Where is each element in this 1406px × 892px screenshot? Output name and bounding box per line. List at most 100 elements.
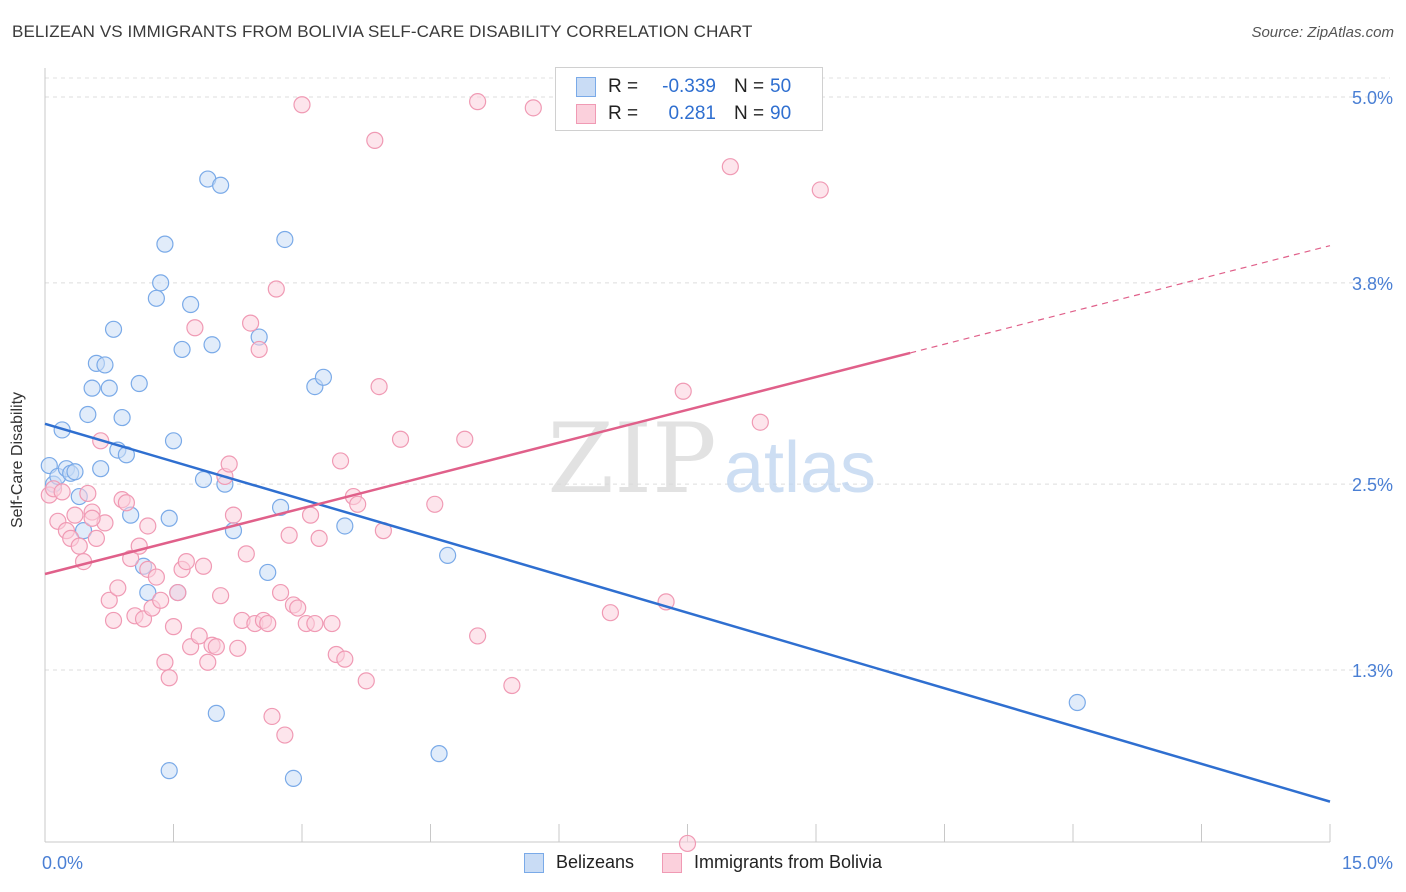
legend-swatch-belizeans (576, 77, 596, 97)
bolivia-point (293, 96, 311, 114)
belizean-point (1068, 693, 1086, 712)
belizean-point (79, 405, 97, 424)
belizean-point (439, 546, 457, 565)
belizean-point (276, 230, 294, 249)
bolivia-point (331, 452, 350, 470)
belizean-point (314, 368, 333, 386)
bolivia-point (306, 614, 324, 633)
series-swatch-bolivia (662, 852, 682, 873)
belizean-point (207, 704, 225, 722)
legend-n-label: N = (734, 76, 765, 97)
watermark-zip: ZIP (547, 403, 716, 515)
correlation-legend: R = -0.339 N = 50 R = 0.281 N = 90 (555, 67, 823, 131)
bolivia-point (104, 611, 123, 630)
y-axis-label: Self-Care Disability (9, 391, 26, 529)
bolivia-point (426, 495, 444, 513)
bolivia-point (751, 413, 769, 431)
bolivia-point (503, 676, 521, 695)
belizean-point (164, 432, 183, 450)
y-tick-label: 3.8% (1352, 274, 1393, 294)
bolivia-point (66, 506, 84, 524)
bolivia-point (336, 650, 354, 668)
bolivia-point (267, 280, 285, 298)
belizean-point (336, 517, 354, 535)
bolivia-point (186, 319, 204, 337)
legend-r-value: 0.281 (663, 103, 716, 124)
series-label-belizeans: Belizeans (555, 852, 634, 872)
belizean-point (182, 295, 200, 314)
legend-r-label: R = (608, 103, 639, 124)
belizean-point (212, 176, 230, 194)
belizean-point (66, 463, 84, 481)
bolivia-point (87, 529, 106, 547)
bolivia-point (678, 834, 697, 853)
bolivia-point (224, 506, 243, 524)
bolivia-point (263, 707, 281, 726)
belizean-point (104, 320, 123, 338)
belizean-point (284, 769, 303, 788)
series-legend-bolivia[interactable]: Immigrants from Bolivia (662, 852, 882, 873)
belizean-point (203, 336, 221, 354)
bolivia-point (349, 495, 367, 513)
belizean-point (160, 509, 178, 527)
bolivia-point (310, 529, 328, 547)
bolivia-trend-line (44, 351, 911, 576)
bolivia-point (323, 614, 341, 633)
legend-row-bolivia: R = 0.281 N = 90 (576, 102, 791, 126)
bolivia-point (177, 552, 195, 571)
legend-swatch-bolivia (576, 104, 596, 124)
bolivia-point (164, 618, 183, 636)
x-tick-label: 15.0% (1342, 853, 1393, 873)
bolivia-point (70, 537, 88, 555)
bolivia-point (160, 669, 178, 687)
bolivia-point (280, 526, 298, 544)
belizean-point (74, 522, 93, 540)
bolivia-point (220, 455, 238, 473)
belizean-point (430, 745, 448, 763)
bolivia-point (207, 638, 225, 656)
bolivia-point (276, 726, 294, 744)
bolivia-trend-extension (910, 245, 1331, 354)
bolivia-point (674, 382, 692, 400)
bolivia-point (811, 181, 829, 199)
bolivia-point (469, 93, 487, 111)
bolivia-point (370, 377, 388, 396)
bolivia-point (169, 583, 187, 602)
legend-n-label: N = (734, 103, 765, 124)
bolivia-point (79, 484, 97, 503)
bolivia-point (524, 99, 542, 117)
y-tick-label: 2.5% (1352, 475, 1393, 495)
bolivia-point (289, 599, 307, 617)
bolivia-point (601, 604, 620, 622)
y-tick-label: 5.0% (1352, 88, 1393, 108)
bolivia-point (259, 614, 277, 633)
belizean-point (160, 762, 178, 780)
belizean-point (259, 563, 277, 582)
belizean-point (194, 470, 213, 489)
bolivia-point (83, 509, 101, 527)
legend-r-value: -0.339 (662, 76, 716, 97)
bolivia-point (242, 314, 260, 332)
bolivia-point (469, 627, 487, 645)
bolivia-point (122, 549, 140, 568)
bolivia-point (109, 579, 127, 597)
bolivia-point (139, 517, 157, 535)
series-legend: Belizeans Immigrants from Bolivia (0, 852, 1406, 873)
belizean-point (173, 340, 191, 359)
bolivia-point (147, 568, 165, 586)
legend-r-label: R = (608, 76, 639, 97)
legend-n-value: 90 (770, 103, 792, 124)
series-legend-belizeans[interactable]: Belizeans (523, 852, 634, 873)
bolivia-point (199, 653, 217, 671)
bolivia-point (271, 583, 290, 602)
bolivia-point (391, 430, 410, 448)
bolivia-point (366, 131, 384, 149)
bolivia-point (357, 672, 375, 690)
legend-row-belizeans: R = -0.339 N = 50 (576, 75, 791, 99)
y-tick-label: 1.3% (1352, 661, 1393, 681)
source-label: Source: ZipAtlas.com (1251, 24, 1394, 41)
bolivia-point (456, 430, 474, 448)
belizean-point (96, 356, 114, 374)
belizean-point (130, 374, 148, 393)
